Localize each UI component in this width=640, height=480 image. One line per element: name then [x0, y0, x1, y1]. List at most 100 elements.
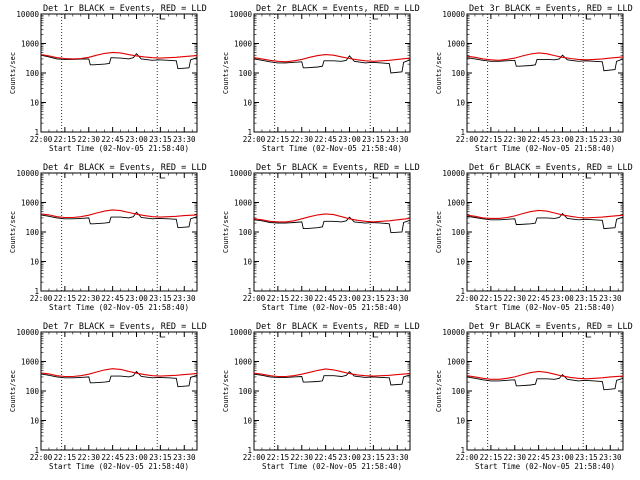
x-tick-label: 22:00 — [243, 294, 266, 303]
plot-frame — [40, 13, 198, 133]
y-tick-label: 10000 — [229, 10, 252, 19]
chart-title: Det 2r BLACK = Events, RED = LLD — [256, 4, 420, 14]
y-tick-label: 10000 — [229, 169, 252, 178]
marker-bracket — [585, 15, 592, 20]
y-tick-label: 10 — [456, 417, 466, 426]
y-tick-label: 1000 — [447, 40, 466, 49]
series-line-events — [253, 216, 411, 234]
marker-bracket — [159, 15, 166, 20]
marker-bracket — [372, 15, 379, 20]
y-axis-label: Counts/sec — [222, 370, 230, 412]
y-tick-label: 10 — [30, 99, 40, 108]
y-tick-label: 10000 — [442, 10, 465, 19]
x-axis-label: Start Time (02-Nov-05 21:58:40) — [475, 303, 615, 312]
y-tick-label: 100 — [451, 69, 465, 78]
series-line-events — [253, 371, 411, 386]
y-tick-label: 10000 — [442, 328, 465, 337]
y-tick-label: 1 — [247, 287, 252, 296]
marker-bracket — [585, 174, 592, 179]
x-tick-label: 23:15 — [149, 135, 172, 144]
x-tick-label: 23:30 — [173, 453, 196, 462]
y-tick-label: 1000 — [447, 199, 466, 208]
x-tick-label: 22:30 — [503, 135, 526, 144]
x-tick-label: 22:15 — [480, 294, 503, 303]
x-axis-label: Start Time (02-Nov-05 21:58:40) — [262, 144, 402, 153]
x-tick-label: 22:45 — [314, 294, 337, 303]
series-line-lld — [40, 209, 198, 219]
marker-bracket — [159, 333, 166, 338]
plot-frame — [253, 331, 411, 451]
plot-frame — [466, 172, 624, 292]
chart-panel-7: Det 7r BLACK = Events, RED = LLD 1 10 100 10… — [9, 322, 207, 471]
y-tick-label: 100 — [238, 228, 252, 237]
y-tick-label: 100 — [238, 387, 252, 396]
x-tick-label: 22:30 — [77, 135, 100, 144]
x-tick-label: 23:00 — [551, 294, 574, 303]
y-tick-label: 1000 — [21, 358, 40, 367]
y-tick-label: 10000 — [16, 10, 39, 19]
x-tick-label: 23:30 — [599, 453, 622, 462]
plot-frame — [40, 172, 198, 292]
chart-panel-2: Det 2r BLACK = Events, RED = LLD 1 10 100 10… — [222, 4, 420, 153]
y-axis-label: Counts/sec — [222, 211, 230, 253]
chart-title: Det 3r BLACK = Events, RED = LLD — [469, 4, 633, 14]
chart-title: Det 5r BLACK = Events, RED = LLD — [256, 163, 420, 173]
plot-frame — [253, 13, 411, 133]
series-line-lld — [253, 213, 411, 223]
chart-title: Det 8r BLACK = Events, RED = LLD — [256, 322, 420, 332]
x-tick-label: 23:15 — [362, 453, 385, 462]
chart-panel-5: Det 5r BLACK = Events, RED = LLD 1 10 100 10… — [222, 163, 420, 312]
y-tick-label: 1000 — [234, 199, 253, 208]
chart-panel-9: Det 9r BLACK = Events, RED = LLD 1 10 100 10… — [435, 322, 633, 471]
x-axis-label: Start Time (02-Nov-05 21:58:40) — [475, 144, 615, 153]
x-tick-label: 22:00 — [456, 453, 479, 462]
marker-bracket — [372, 174, 379, 179]
series-line-lld — [253, 54, 411, 63]
series-line-lld — [466, 370, 624, 380]
x-tick-label: 23:00 — [125, 294, 148, 303]
x-tick-label: 22:45 — [527, 453, 550, 462]
chart-title: Det 6r BLACK = Events, RED = LLD — [469, 163, 633, 173]
x-tick-label: 22:15 — [267, 135, 290, 144]
series-line-lld — [466, 209, 624, 219]
x-tick-label: 22:45 — [314, 453, 337, 462]
y-axis-label: Counts/sec — [222, 52, 230, 94]
x-tick-label: 22:15 — [480, 453, 503, 462]
plot-frame — [40, 331, 198, 451]
y-tick-label: 10 — [30, 258, 40, 267]
x-tick-label: 23:30 — [173, 294, 196, 303]
chart-panel-4: Det 4r BLACK = Events, RED = LLD 1 10 100 10… — [9, 163, 207, 312]
y-tick-label: 100 — [25, 387, 39, 396]
x-tick-label: 23:15 — [575, 135, 598, 144]
chart-panel-6: Det 6r BLACK = Events, RED = LLD 1 10 100 10… — [435, 163, 633, 312]
y-tick-label: 10 — [30, 417, 40, 426]
series-line-events — [466, 54, 624, 72]
x-tick-label: 22:00 — [456, 294, 479, 303]
y-tick-label: 1 — [247, 128, 252, 137]
series-line-lld — [40, 51, 198, 60]
x-tick-label: 23:30 — [386, 294, 409, 303]
series-line-events — [40, 211, 198, 229]
y-axis-label: Counts/sec — [435, 211, 443, 253]
x-tick-label: 23:15 — [149, 453, 172, 462]
x-axis-label: Start Time (02-Nov-05 21:58:40) — [49, 303, 189, 312]
x-tick-label: 23:00 — [338, 135, 361, 144]
x-tick-label: 23:30 — [386, 135, 409, 144]
x-tick-label: 23:00 — [338, 294, 361, 303]
x-axis-label: Start Time (02-Nov-05 21:58:40) — [262, 303, 402, 312]
x-tick-label: 23:30 — [386, 453, 409, 462]
y-tick-label: 10 — [243, 258, 253, 267]
series-line-events — [253, 55, 411, 74]
x-axis-label: Start Time (02-Nov-05 21:58:40) — [475, 462, 615, 471]
chart-panel-3: Det 3r BLACK = Events, RED = LLD 1 10 100 10… — [435, 4, 633, 153]
plot-frame — [253, 172, 411, 292]
y-tick-label: 1 — [247, 446, 252, 455]
x-tick-label: 22:45 — [101, 135, 124, 144]
y-tick-label: 1000 — [21, 40, 40, 49]
series-line-lld — [253, 368, 411, 378]
x-tick-label: 22:15 — [267, 294, 290, 303]
x-tick-label: 22:00 — [30, 453, 53, 462]
y-tick-label: 100 — [451, 387, 465, 396]
x-tick-label: 23:00 — [551, 453, 574, 462]
